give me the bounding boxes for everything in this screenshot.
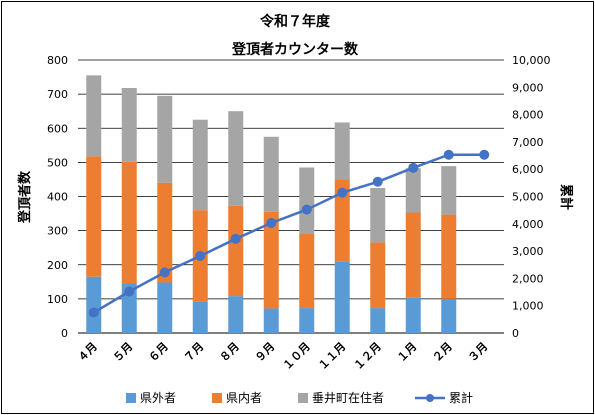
right-tick-label: 3,000	[512, 245, 544, 258]
cumulative-point	[124, 286, 135, 297]
legend-label: 県内者	[226, 391, 262, 405]
bar-segment	[405, 168, 421, 213]
left-tick-label: 400	[47, 191, 68, 204]
bar-segment	[441, 166, 457, 215]
bar-segment	[86, 75, 102, 157]
right-axis-ticks: 0 1,000 2,000 3,000 4,000 5,000 6,000 7,000 8,00…	[512, 54, 551, 340]
chart-title: 令和７年度	[259, 13, 331, 30]
x-tick-label: １０月	[280, 340, 313, 373]
right-tick-label: 1,000	[512, 300, 544, 313]
bar-segment	[299, 167, 315, 235]
cumulative-point	[88, 307, 99, 318]
left-tick-label: 500	[47, 156, 68, 169]
left-tick-label: 600	[47, 122, 68, 135]
cumulative-line-path	[93, 153, 485, 314]
bar-segment	[370, 308, 386, 333]
left-tick-label: 300	[47, 225, 68, 238]
left-tick-label: 700	[47, 88, 68, 101]
cumulative-point	[479, 149, 490, 160]
legend-swatch	[126, 393, 136, 403]
right-tick-label: 4,000	[512, 218, 544, 231]
bar-segment	[157, 95, 173, 183]
gridlines	[78, 59, 504, 334]
bar-segment	[157, 282, 173, 333]
bar-segment	[228, 205, 244, 297]
legend-swatch	[212, 393, 222, 403]
bar-segment	[86, 156, 102, 277]
left-tick-label: 100	[47, 293, 68, 306]
x-tick-label: ５月	[111, 340, 136, 365]
x-tick-label: ４月	[75, 340, 100, 365]
x-tick-label: ８月	[217, 340, 242, 365]
y-axis-label-right: 累計	[558, 184, 574, 210]
cumulative-point	[266, 217, 277, 228]
x-tick-label: １月	[395, 340, 420, 365]
left-axis-ticks: 0 100 200 300 400 500 600 700 800	[47, 54, 68, 340]
cumulative-point	[301, 204, 312, 215]
x-tick-label: ６月	[146, 340, 171, 365]
bar-segment	[299, 308, 315, 333]
cumulative-point	[337, 187, 348, 198]
bar-segment	[334, 261, 350, 333]
bar-segment	[228, 296, 244, 333]
cumulative-point	[443, 149, 454, 160]
legend-label: 県外者	[140, 391, 176, 405]
legend-label: 垂井町在住者	[312, 391, 384, 405]
right-tick-label: 6,000	[512, 163, 544, 176]
bar-segment	[334, 179, 350, 262]
bar-segment	[192, 119, 208, 211]
right-tick-label: 2,000	[512, 272, 544, 285]
bar-segment	[441, 214, 457, 299]
bar-segment	[263, 308, 279, 333]
left-tick-label: 200	[47, 259, 68, 272]
right-tick-label: 10,000	[512, 54, 551, 67]
x-tick-label: ７月	[182, 340, 207, 365]
y-axis-label: 登頂者数	[17, 170, 33, 224]
legend-swatch	[298, 393, 308, 403]
right-tick-label: 5,000	[512, 191, 544, 204]
cumulative-point	[372, 176, 383, 187]
bar-segment	[405, 297, 421, 333]
bar-segment	[334, 122, 350, 180]
bar-segment	[370, 187, 386, 243]
bar-segment	[121, 161, 137, 284]
right-tick-label: 0	[512, 327, 519, 340]
bar-segment	[299, 234, 315, 309]
bars	[86, 75, 457, 333]
bar-segment	[228, 111, 244, 206]
bar-segment	[86, 276, 102, 333]
bar-segment	[121, 283, 137, 333]
left-tick-label: 800	[47, 54, 68, 67]
left-tick-label: 0	[61, 327, 68, 340]
cumulative-point	[230, 233, 241, 244]
bar-segment	[192, 301, 208, 333]
bar-segment	[370, 242, 386, 309]
x-tick-label: １２月	[351, 340, 384, 373]
x-tick-label: ２月	[430, 340, 455, 365]
right-tick-label: 7,000	[512, 136, 544, 149]
cumulative-point	[159, 267, 170, 278]
bar-segment	[263, 211, 279, 309]
legend: 県外者 県内者 垂井町在住者 累計	[126, 390, 473, 405]
x-tick-label: ９月	[253, 340, 278, 365]
bar-segment	[405, 212, 421, 298]
cumulative-point	[195, 251, 206, 262]
bar-segment	[157, 182, 173, 283]
x-axis-ticks: ４月 ５月 ６月 ７月 ８月 ９月 １０月 １１月 １２月 １月 ２月 ３月	[75, 340, 490, 373]
legend-label: 累計	[449, 390, 473, 405]
cumulative-point	[408, 162, 419, 173]
bar-segment	[441, 298, 457, 333]
bar-segment	[263, 136, 279, 212]
right-tick-label: 9,000	[512, 81, 544, 94]
cumulative-line	[88, 149, 490, 318]
chart-subtitle: 登頂者カウンター数	[231, 41, 359, 58]
right-tick-label: 8,000	[512, 109, 544, 122]
bar-segment	[121, 87, 137, 162]
x-tick-label: ３月	[466, 340, 491, 365]
x-tick-label: １１月	[316, 340, 349, 373]
legend-swatch-marker	[426, 394, 434, 402]
